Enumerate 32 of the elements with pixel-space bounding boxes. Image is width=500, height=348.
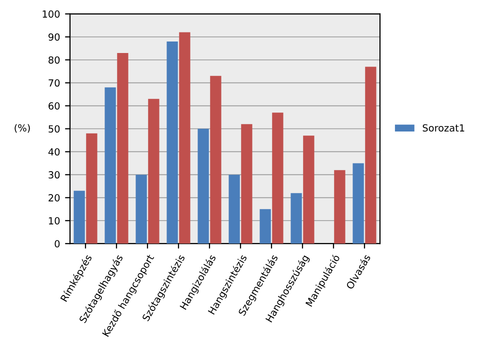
- bar: [166, 41, 178, 244]
- bar: [365, 66, 376, 244]
- bar: [303, 136, 314, 244]
- bar: [241, 124, 252, 244]
- y-tick-label: 10: [48, 217, 60, 224]
- bar: [290, 193, 302, 244]
- y-tick-label: 70: [48, 79, 60, 87]
- bar: [136, 174, 147, 244]
- y-tick-label: 80: [48, 56, 60, 64]
- y-tick-label: 60: [48, 102, 60, 110]
- legend-label: Sorozat1: [422, 124, 464, 132]
- bar: [334, 170, 346, 244]
- bar: [210, 76, 222, 244]
- y-tick-label: 30: [48, 171, 60, 179]
- bar: [104, 87, 116, 244]
- bar: [228, 174, 240, 244]
- y-tick-label: 20: [48, 194, 60, 202]
- y-axis-title: (%): [14, 124, 30, 133]
- y-tick-label: 100: [42, 10, 60, 18]
- bar: [198, 128, 209, 244]
- y-tick-label: 40: [48, 148, 60, 156]
- bar: [352, 163, 364, 244]
- bar: [260, 209, 271, 244]
- bar: [179, 32, 190, 244]
- bar: [74, 190, 85, 244]
- bar: [148, 98, 160, 244]
- y-tick-label: 90: [48, 33, 60, 41]
- bar: [272, 112, 284, 244]
- bar: [117, 52, 128, 244]
- bar: [86, 133, 98, 244]
- y-tick-label: 0: [54, 240, 60, 248]
- y-tick-label: 50: [48, 125, 60, 133]
